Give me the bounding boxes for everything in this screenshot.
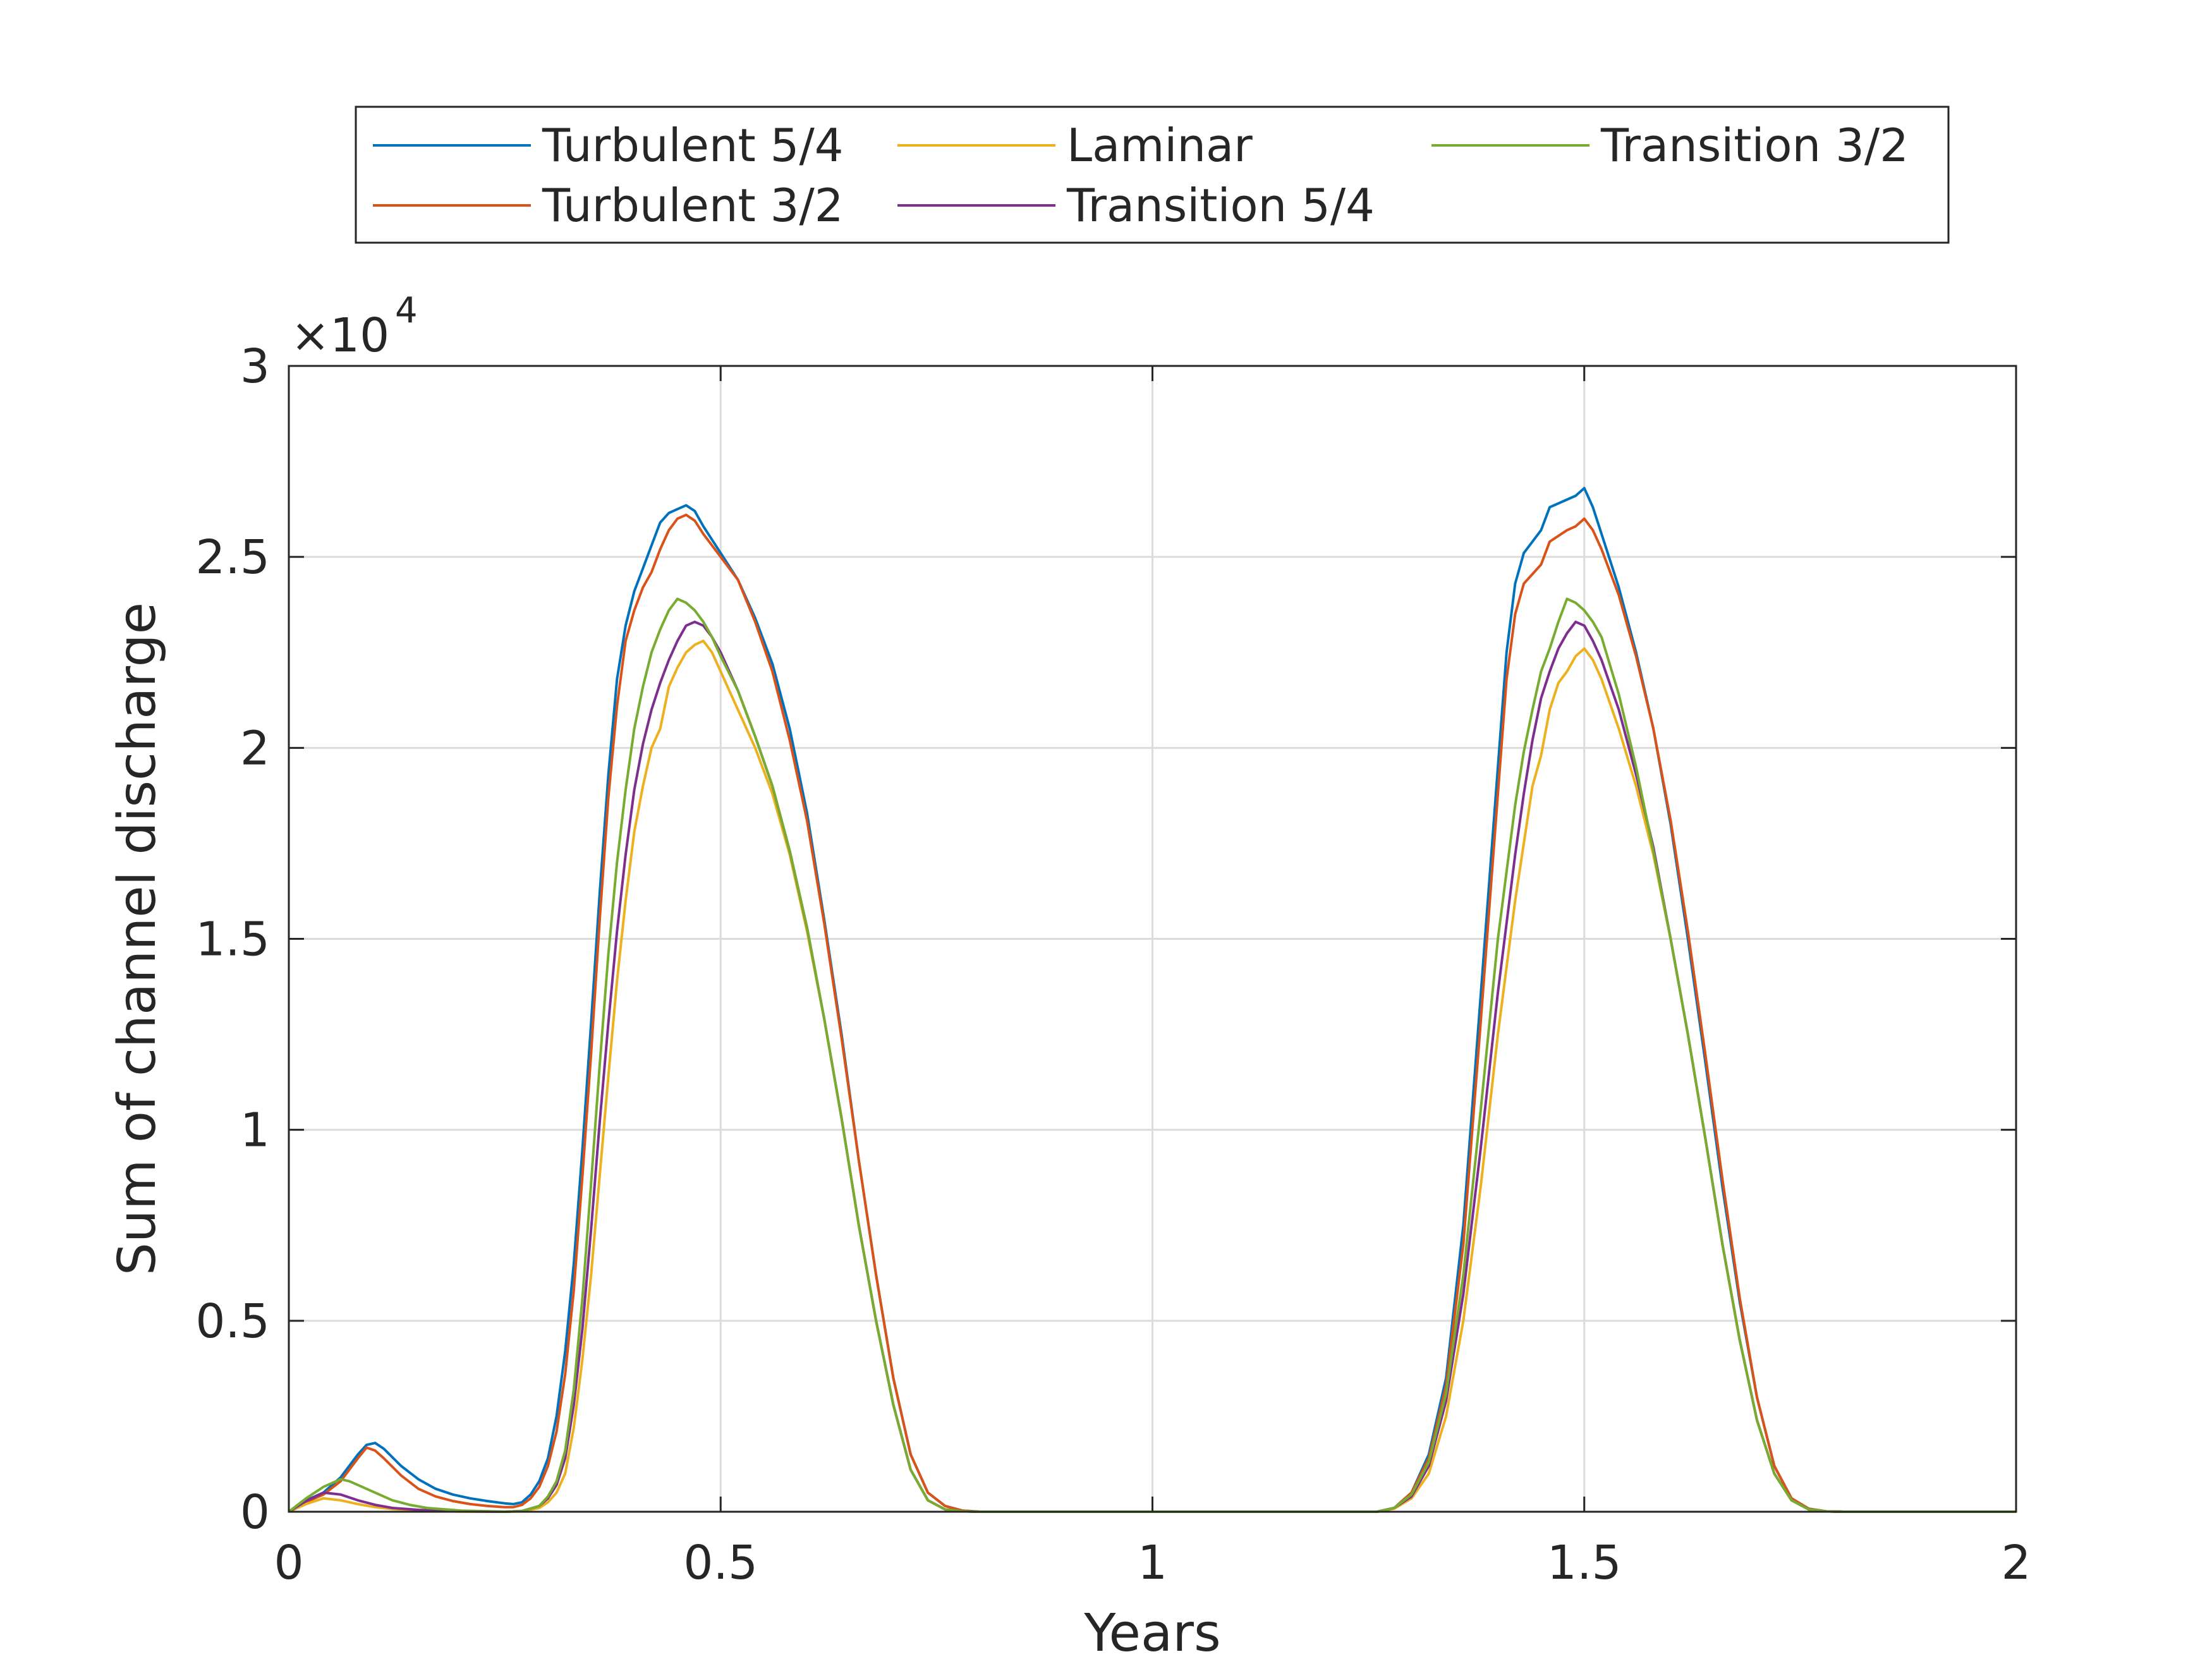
- x-tick-label: 1.5: [1547, 1536, 1622, 1590]
- legend: Turbulent 5/4 Turbulent 3/2 Laminar Transit…: [355, 106, 1950, 244]
- y-tick-label: 1: [240, 1103, 270, 1158]
- legend-label: Transition 3/2: [1600, 119, 1909, 172]
- x-tick-label: 0: [274, 1536, 303, 1590]
- grid-lines: [288, 365, 2017, 1513]
- y-tick-label: 1.5: [195, 913, 270, 967]
- series-lines: [288, 487, 2016, 1513]
- y-tick-label: 2.5: [195, 530, 270, 585]
- y-tick-label: 3: [240, 339, 270, 394]
- x-tick-label: 0.5: [683, 1536, 758, 1590]
- series-line-transition-3-2: [288, 597, 2016, 1513]
- y-tick-label: 0: [240, 1485, 270, 1540]
- legend-item: Turbulent 3/2: [373, 179, 844, 232]
- series-line-turbulent-3-2: [288, 513, 2016, 1513]
- y-exponent-base: ×10: [291, 308, 389, 363]
- x-axis-label: Years: [1083, 1603, 1220, 1659]
- legend-label: Turbulent 3/2: [542, 179, 844, 232]
- y-tick-label: 0.5: [195, 1294, 270, 1349]
- legend-label: Turbulent 5/4: [542, 119, 844, 172]
- y-tick-label: 2: [240, 721, 270, 775]
- axis-ticks: 0 0.5 1 1.5 2 0 0.5 1 1.5 2 2.5 3: [195, 339, 2031, 1590]
- legend-label: Laminar: [1067, 119, 1253, 172]
- x-tick-label: 2: [2001, 1536, 2031, 1590]
- legend-box: [355, 106, 1950, 244]
- legend-item: Turbulent 5/4: [373, 119, 844, 172]
- legend-label: Transition 5/4: [1066, 179, 1375, 232]
- y-axis-label: Sum of channel discharge: [107, 602, 167, 1275]
- legend-item: Laminar: [897, 119, 1253, 172]
- x-tick-label: 1: [1138, 1536, 1167, 1590]
- y-axis-exponent: ×10 4: [291, 290, 418, 363]
- legend-item: Transition 3/2: [1431, 119, 1909, 172]
- y-exponent-power: 4: [395, 290, 418, 331]
- legend-item: Transition 5/4: [897, 179, 1375, 232]
